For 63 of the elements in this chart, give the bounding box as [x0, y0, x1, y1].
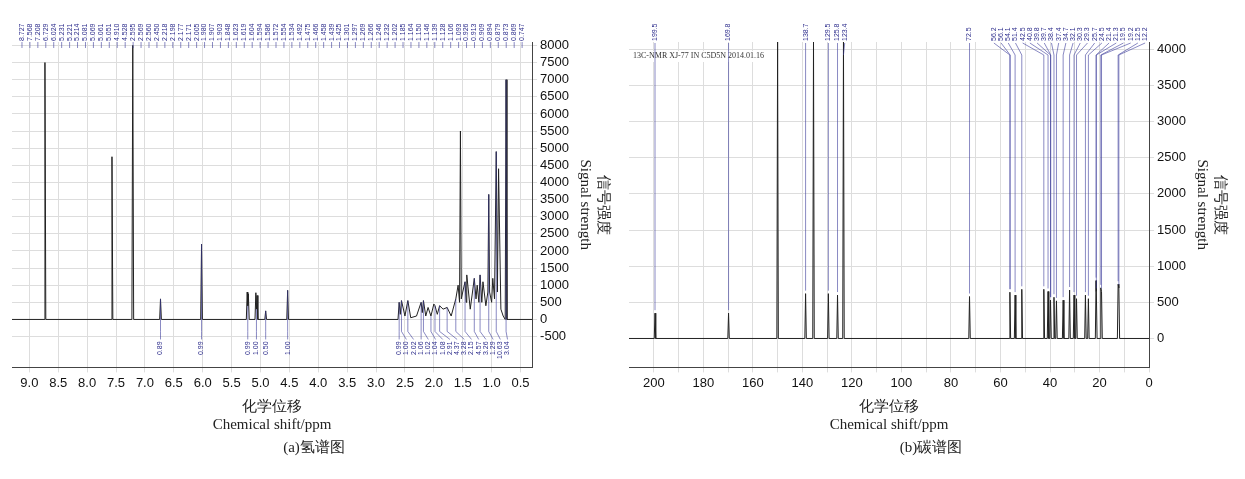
- x-tick-label: 9.0: [20, 374, 39, 390]
- x-tick-label: 0: [1145, 374, 1153, 390]
- y-axis-title: 信号强度 Signal strength: [578, 159, 613, 251]
- y-tick-label: 1000: [1157, 257, 1186, 273]
- x-tick-label: 160: [741, 374, 764, 390]
- x-tick-label: 100: [890, 374, 913, 390]
- x-tick-label: 40: [1042, 374, 1058, 390]
- y-tick-label: 1000: [540, 276, 569, 292]
- x-tick-label: 5.0: [251, 374, 270, 390]
- y-tick-label: 500: [540, 293, 562, 309]
- x-tick-label: 4.5: [280, 374, 299, 390]
- x-tick-label: 140: [791, 374, 814, 390]
- text: (b)碳谱图: [898, 438, 964, 457]
- y-tick-label: 7500: [540, 54, 569, 70]
- y-tick-label: 4500: [540, 156, 569, 172]
- y-tick-label: 3500: [1157, 76, 1186, 92]
- y-tick-label: 1500: [540, 259, 569, 275]
- x-tick-label: 6.0: [193, 374, 212, 390]
- text: 13C-NMR XJ-77 IN C5D5N 2014.01.16: [633, 51, 765, 61]
- y-tick-label: 2500: [1157, 149, 1186, 165]
- y-tick-label: 0: [1157, 330, 1165, 346]
- y-tick-label: 3000: [540, 208, 569, 224]
- y-tick-label: 4000: [1157, 40, 1186, 56]
- y-tick-label: -500: [540, 328, 567, 344]
- x-tick-label: 80: [943, 374, 959, 390]
- x-tick-label: 7.0: [135, 374, 154, 390]
- x-axis-title: 化学位移 Chemical shift/ppm: [829, 397, 949, 432]
- x-tick-label: 8.0: [78, 374, 97, 390]
- y-tick-label: 6500: [540, 88, 569, 104]
- text: (a)氢谱图: [282, 438, 346, 457]
- x-axis-title: 化学位移 Chemical shift/ppm: [212, 397, 332, 432]
- y-tick-label: 8000: [540, 37, 569, 52]
- y-tick-label: 5500: [540, 122, 569, 138]
- y-tick-label: 7000: [540, 71, 569, 87]
- y-tick-label: 2000: [1157, 185, 1186, 201]
- x-tick-label: 180: [692, 374, 715, 390]
- x-tick-label: 1.5: [453, 374, 472, 390]
- x-tick-label: 8.5: [49, 374, 68, 390]
- y-tick-label: 4000: [540, 174, 569, 190]
- y-tick-label: 500: [1157, 293, 1179, 309]
- x-tick-label: 2.0: [424, 374, 443, 390]
- y-tick-label: 1500: [1157, 221, 1186, 237]
- x-tick-label: 7.5: [106, 374, 126, 390]
- y-axis-title: 信号强度 Signal strength: [1195, 159, 1230, 251]
- y-tick-label: 0: [540, 311, 548, 327]
- x-tick-label: 4.0: [309, 374, 328, 390]
- x-tick-label: 0.5: [511, 374, 530, 390]
- x-tick-label: 200: [642, 374, 665, 390]
- x-tick-label: 5.5: [222, 374, 241, 390]
- x-tick-label: 20: [1092, 374, 1107, 390]
- x-tick-label: 3.0: [367, 374, 386, 390]
- y-tick-label: 2500: [540, 225, 569, 241]
- y-tick-label: 6000: [540, 105, 569, 121]
- x-tick-label: 120: [841, 374, 863, 390]
- y-tick-label: 3500: [540, 191, 569, 207]
- x-tick-label: 2.5: [395, 374, 414, 390]
- x-tick-label: 60: [993, 374, 1008, 390]
- y-tick-label: 5000: [540, 139, 569, 155]
- x-tick-label: 6.5: [164, 374, 183, 390]
- x-tick-label: 1.0: [482, 374, 501, 390]
- y-tick-label: 2000: [540, 242, 569, 258]
- x-tick-label: 3.5: [338, 374, 357, 390]
- y-tick-label: 3000: [1157, 113, 1186, 129]
